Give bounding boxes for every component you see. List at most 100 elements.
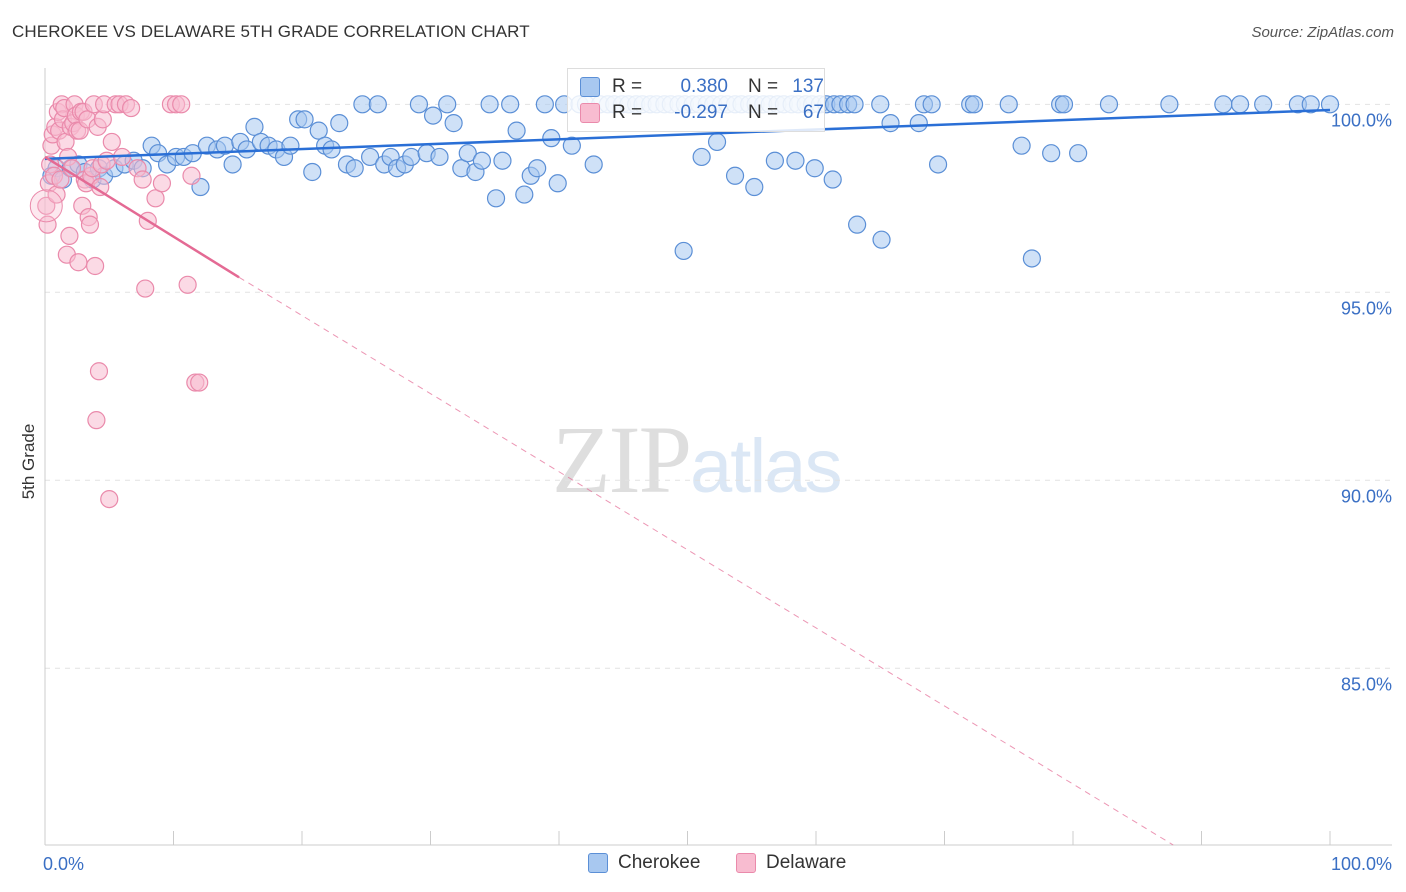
legend-swatch-delaware bbox=[736, 853, 756, 873]
delaware-trend-line bbox=[44, 155, 240, 279]
delaware-trend-extension bbox=[238, 276, 1174, 846]
delaware-point bbox=[121, 98, 141, 118]
delaware-point bbox=[51, 170, 70, 189]
delaware-point bbox=[178, 275, 197, 294]
cherokee-point bbox=[745, 177, 764, 197]
cherokee-point bbox=[330, 114, 349, 133]
cherokee-point bbox=[501, 95, 520, 114]
cherokee-n-value: 137 bbox=[792, 76, 824, 97]
cherokee-point bbox=[1069, 144, 1088, 163]
y-tick-label: 100.0% bbox=[1331, 110, 1392, 130]
cherokee-point bbox=[438, 95, 457, 114]
chart-title: CHEROKEE VS DELAWARE 5TH GRADE CORRELATI… bbox=[12, 22, 530, 41]
cherokee-point bbox=[1301, 95, 1320, 114]
cherokee-point bbox=[237, 140, 256, 159]
cherokee-point bbox=[472, 151, 491, 170]
cherokee-point bbox=[1254, 95, 1273, 114]
cherokee-point bbox=[402, 147, 421, 167]
cherokee-point bbox=[486, 189, 506, 208]
stats-row-delaware: R = -0.297 N = 67 bbox=[580, 101, 824, 125]
cherokee-point bbox=[707, 132, 727, 152]
cherokee-point bbox=[765, 151, 784, 170]
cherokee-point bbox=[1022, 249, 1041, 268]
cherokee-r-label: R = bbox=[612, 76, 643, 97]
grid-lines bbox=[45, 103, 1392, 669]
cherokee-point bbox=[430, 147, 449, 167]
delaware-point bbox=[69, 253, 88, 272]
cherokee-point bbox=[303, 162, 322, 182]
delaware-swatch bbox=[580, 103, 600, 123]
cherokee-point bbox=[999, 95, 1018, 114]
delaware-point bbox=[87, 411, 106, 430]
watermark-atlas: atlas bbox=[690, 424, 843, 509]
cherokee-point bbox=[964, 95, 984, 114]
cherokee-point bbox=[295, 110, 314, 129]
x-tick-label-max: 100.0% bbox=[1331, 854, 1392, 874]
delaware-point bbox=[60, 226, 79, 246]
cherokee-point bbox=[535, 95, 554, 114]
delaware-points bbox=[29, 95, 209, 509]
trend-lines bbox=[44, 108, 1331, 846]
delaware-point bbox=[133, 170, 152, 189]
cherokee-point bbox=[353, 95, 372, 114]
cherokee-trend-line bbox=[44, 108, 1331, 161]
y-axis-title: 5th Grade bbox=[19, 424, 38, 500]
axis-labels: 85.0% 90.0% 95.0% 100.0% 0.0% 100.0% 5th Grade bbox=[19, 110, 1392, 874]
cherokee-point bbox=[845, 95, 864, 114]
legend-item-delaware[interactable]: Delaware bbox=[736, 852, 846, 874]
cherokee-point bbox=[928, 155, 948, 174]
stats-legend: R = 0.380 N = 137 R = -0.297 N = 67 bbox=[567, 68, 825, 132]
cherokee-point bbox=[823, 170, 842, 189]
watermark: ZIPatlas bbox=[552, 404, 843, 515]
cherokee-point bbox=[368, 95, 387, 114]
cherokee-point bbox=[444, 114, 463, 133]
cherokee-point bbox=[872, 230, 891, 249]
cherokee-point bbox=[786, 151, 805, 170]
cherokee-r-value: 0.380 bbox=[680, 76, 728, 97]
cherokee-point bbox=[674, 241, 693, 261]
y-tick-label: 95.0% bbox=[1341, 298, 1392, 318]
delaware-n-label: N = bbox=[748, 102, 779, 123]
delaware-point bbox=[89, 362, 109, 381]
cherokee-point bbox=[1012, 136, 1031, 155]
cherokee-point bbox=[245, 117, 264, 136]
delaware-point bbox=[100, 489, 119, 509]
cherokee-point bbox=[692, 147, 711, 167]
delaware-point bbox=[182, 166, 201, 185]
legend-item-cherokee[interactable]: Cherokee bbox=[588, 852, 700, 874]
cherokee-point bbox=[848, 215, 867, 234]
cherokee-point bbox=[480, 95, 499, 114]
cherokee-point bbox=[548, 174, 567, 193]
delaware-point bbox=[97, 151, 116, 170]
stats-row-cherokee: R = 0.380 N = 137 bbox=[580, 75, 824, 99]
delaware-point bbox=[146, 189, 165, 208]
cherokee-point bbox=[223, 155, 242, 174]
cherokee-point bbox=[322, 140, 341, 159]
cherokee-point bbox=[345, 159, 364, 178]
delaware-n-value: 67 bbox=[802, 102, 824, 123]
cherokee-point bbox=[881, 114, 900, 133]
delaware-point bbox=[93, 110, 112, 129]
delaware-r-label: R = bbox=[612, 102, 643, 123]
cherokee-point bbox=[909, 114, 928, 133]
delaware-point bbox=[190, 373, 209, 392]
cherokee-point bbox=[507, 121, 526, 140]
cherokee-point bbox=[562, 136, 581, 155]
delaware-point bbox=[86, 256, 105, 276]
delaware-point bbox=[102, 132, 121, 152]
cherokee-point bbox=[361, 147, 380, 167]
cherokee-point bbox=[1160, 95, 1179, 114]
legend-label-delaware: Delaware bbox=[766, 852, 847, 873]
delaware-point bbox=[172, 95, 191, 114]
cherokee-point bbox=[1230, 95, 1250, 114]
delaware-point bbox=[37, 196, 56, 215]
legend-swatch-cherokee bbox=[588, 853, 608, 873]
cherokee-point bbox=[515, 185, 534, 204]
cherokee-point bbox=[584, 155, 603, 174]
cherokee-swatch bbox=[580, 77, 600, 97]
cherokee-point bbox=[493, 151, 512, 170]
legend-label-cherokee: Cherokee bbox=[618, 852, 701, 873]
bottom-legend: Cherokee Delaware bbox=[0, 850, 1406, 880]
cherokee-point bbox=[1099, 95, 1119, 114]
